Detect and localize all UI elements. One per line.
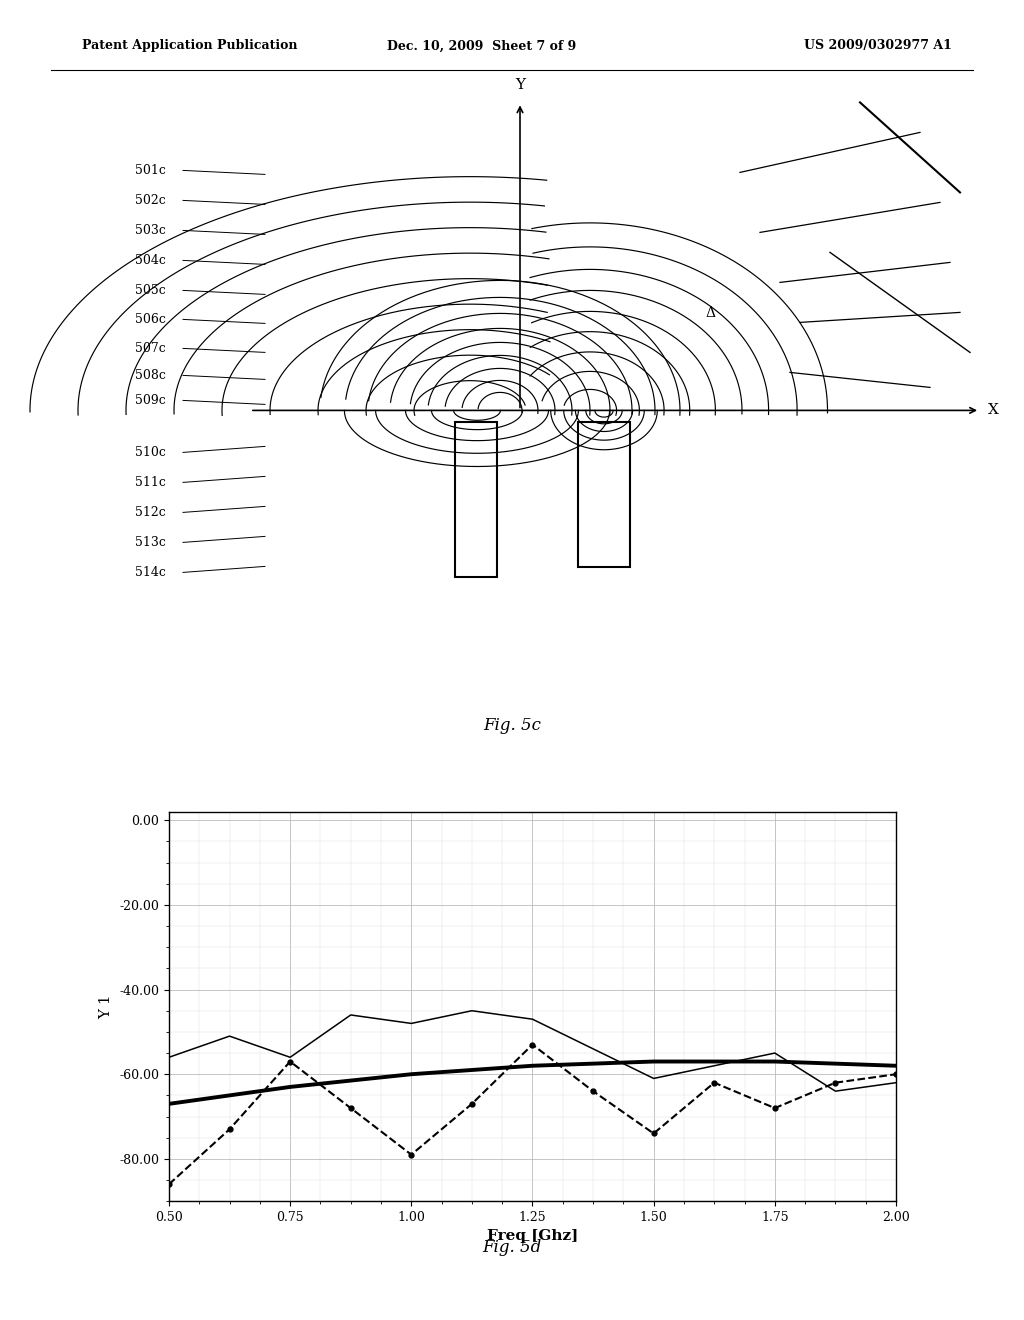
Text: Fig. 5d: Fig. 5d — [482, 1239, 542, 1255]
Text: Y: Y — [515, 78, 525, 92]
Text: 504c: 504c — [135, 253, 166, 267]
Text: 507c: 507c — [135, 342, 166, 355]
Bar — [578, 422, 630, 568]
Text: Δ: Δ — [705, 306, 715, 321]
Text: 505c: 505c — [135, 284, 166, 297]
Text: 510c: 510c — [135, 446, 166, 459]
Text: 503c: 503c — [135, 224, 166, 236]
Text: X: X — [988, 404, 998, 417]
Text: Patent Application Publication: Patent Application Publication — [82, 40, 297, 53]
X-axis label: Freq [Ghz]: Freq [Ghz] — [486, 1229, 579, 1243]
Text: 506c: 506c — [135, 313, 166, 326]
Text: US 2009/0302977 A1: US 2009/0302977 A1 — [805, 40, 952, 53]
Text: Dec. 10, 2009  Sheet 7 of 9: Dec. 10, 2009 Sheet 7 of 9 — [387, 40, 575, 53]
Y-axis label: Y 1: Y 1 — [99, 994, 114, 1019]
Text: 509c: 509c — [135, 393, 166, 407]
Bar — [455, 422, 497, 577]
Text: 502c: 502c — [135, 194, 166, 207]
Text: 501c: 501c — [135, 164, 166, 177]
Text: 514c: 514c — [135, 566, 166, 579]
Text: 508c: 508c — [135, 368, 166, 381]
Text: 511c: 511c — [135, 477, 166, 488]
Text: 513c: 513c — [135, 536, 166, 549]
Text: Fig. 5c: Fig. 5c — [483, 717, 541, 734]
Text: 512c: 512c — [135, 506, 166, 519]
